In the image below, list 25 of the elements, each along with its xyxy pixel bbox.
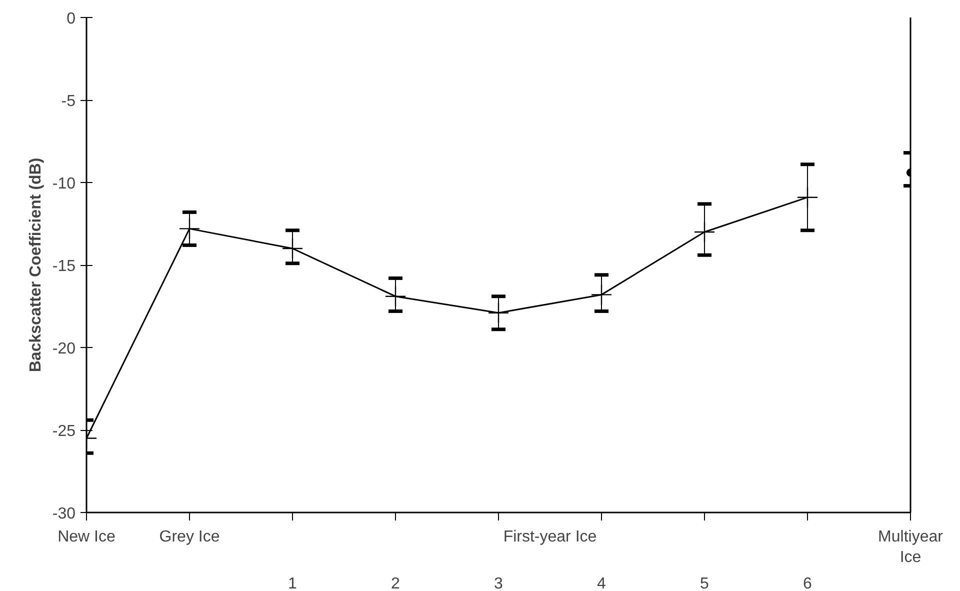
x-tick-label: 6 <box>803 576 812 591</box>
text: First-year Ice <box>503 528 597 546</box>
x-tick-label: Multiyear Ice <box>878 528 944 566</box>
x-tick-label: 3 <box>494 576 504 591</box>
y-tick-label: -15 <box>52 258 76 275</box>
point <box>590 284 612 306</box>
point <box>488 302 510 324</box>
x-tick-label: 1 <box>288 576 298 591</box>
y-tick-label: -25 <box>52 423 76 440</box>
y-tick-label: -5 <box>61 93 76 110</box>
y-tick-label: -20 <box>52 340 76 358</box>
x-tick-label: 2 <box>391 576 400 591</box>
x-tick-label: New Ice <box>58 528 116 546</box>
y-tick-label: 0 <box>66 10 76 28</box>
x-tick-label: Grey Ice <box>159 528 220 546</box>
y-tick-label: -30 <box>52 506 76 522</box>
point <box>384 286 406 307</box>
x-tick-label: 5 <box>700 576 710 591</box>
point <box>796 186 818 208</box>
y-axis-title: Backscatter Coefficient (dB) <box>27 158 44 372</box>
y-tick-label: -10 <box>52 176 76 192</box>
x-tick-label: 4 <box>597 576 606 591</box>
point <box>178 218 200 240</box>
point <box>282 238 304 260</box>
point <box>694 221 716 243</box>
